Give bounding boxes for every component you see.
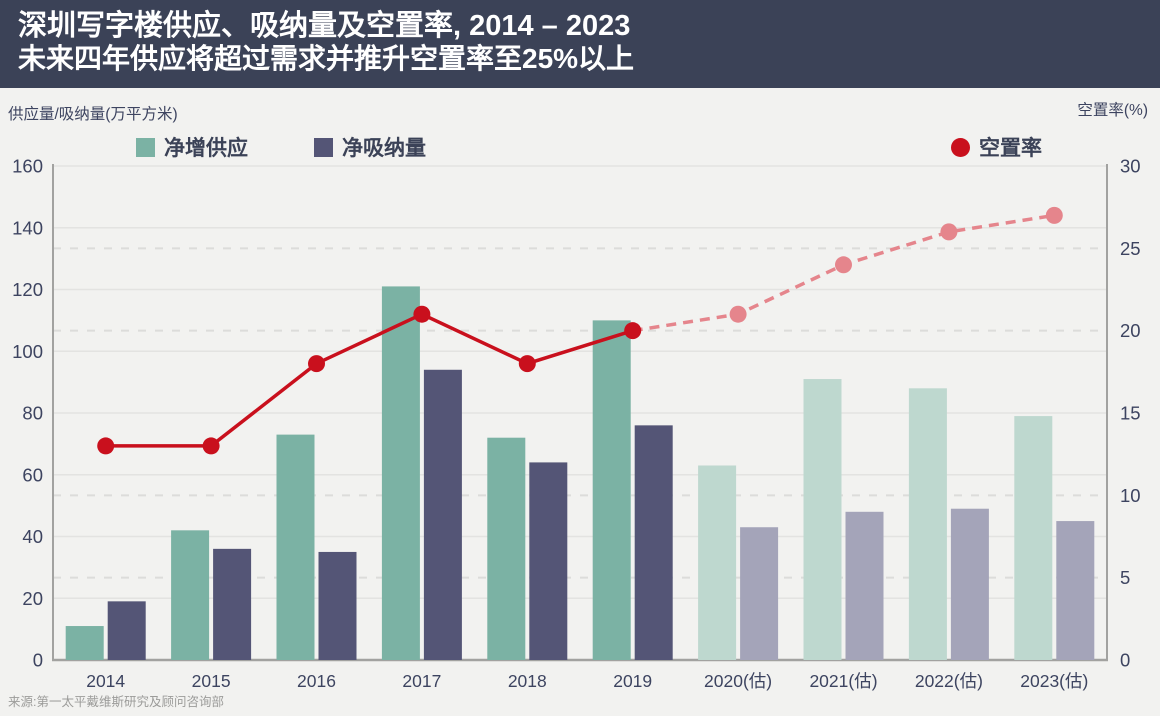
x-axis-label-2017: 2017 <box>402 671 441 691</box>
vacancy-line-actual <box>105 312 634 448</box>
bar-net-absorption-2020(估) <box>740 527 779 660</box>
vacancy-point-2016 <box>308 355 325 373</box>
x-axis-label-2015: 2015 <box>192 671 231 691</box>
chart-subtitle: 未来四年供应将超过需求并推升空置率至25%以上 <box>18 43 635 75</box>
x-axis-label-2018: 2018 <box>508 671 547 691</box>
bar-net-absorption-2019 <box>634 425 673 660</box>
right-axis-tick-label: 20 <box>1120 320 1141 341</box>
vacancy-point-2018 <box>518 355 536 373</box>
left-axis-tick-label: 100 <box>12 341 43 362</box>
bar-net-supply-2021(估) <box>803 379 842 660</box>
right-axis-tick-label: 30 <box>1120 156 1141 177</box>
vacancy-point-2022(估) <box>940 223 958 241</box>
bar-net-supply-2015 <box>171 530 210 660</box>
x-axis-label-2014: 2014 <box>86 671 125 691</box>
bar-net-absorption-2022(估) <box>950 508 989 660</box>
bar-net-supply-2020(估) <box>698 465 737 660</box>
legend-label: 净增供应 <box>164 137 248 160</box>
x-axis-label-2016: 2016 <box>297 671 336 691</box>
bar-net-absorption-2021(估) <box>845 511 884 660</box>
bar-net-supply-2017 <box>381 286 420 660</box>
bar-net-absorption-2017 <box>423 369 462 660</box>
right-axis-tick-label: 5 <box>1120 567 1130 588</box>
left-axis-tick-label: 120 <box>12 279 43 300</box>
left-axis-tick-label: 60 <box>22 464 43 485</box>
left-axis-tick-label: 40 <box>22 526 43 547</box>
net-supply-swatch-icon <box>136 137 155 157</box>
vacancy-rate-dot-icon <box>951 137 970 157</box>
legend: 净增供应 净吸纳量 <box>136 132 426 162</box>
right-axis-tick-label: 15 <box>1120 403 1141 424</box>
x-axis-label-2022(估): 2022(估) <box>915 671 983 691</box>
left-axis-title: 供应量/吸纳量(万平方米) <box>8 106 178 123</box>
x-axis-label-2020(估): 2020(估) <box>704 671 772 691</box>
legend-item-net-absorption: 净吸纳量 <box>314 132 426 162</box>
left-axis-tick-label: 80 <box>22 403 43 424</box>
right-axis-tick-label: 0 <box>1120 650 1130 671</box>
bar-net-supply-2014 <box>65 626 104 660</box>
bar-net-supply-2023(估) <box>1014 416 1053 660</box>
chart-svg: 0 20 40 60 80 100 120 140 160 0 5 10 15 20 25 30 2014 201… <box>12 156 1141 692</box>
vacancy-point-2023(估) <box>1045 206 1063 224</box>
x-axis-label-2019: 2019 <box>613 671 652 691</box>
vacancy-point-2019 <box>624 322 642 340</box>
right-axis-tick-label: 10 <box>1120 485 1141 506</box>
bar-net-supply-2016 <box>276 434 315 660</box>
legend-label: 净吸纳量 <box>342 137 426 160</box>
legend-item-net-supply: 净增供应 <box>136 132 248 162</box>
bar-net-supply-2018 <box>487 437 526 660</box>
bar-net-absorption-2015 <box>213 548 252 660</box>
x-axis-label-2021(估): 2021(估) <box>809 671 877 691</box>
header-bar: 深圳写字楼供应、吸纳量及空置率, 2014 – 2023 未来四年供应将超过需求… <box>0 0 1160 88</box>
vacancy-point-2014 <box>97 437 115 455</box>
vacancy-point-2017 <box>413 305 431 323</box>
x-axis-label-2023(估): 2023(估) <box>1020 671 1088 691</box>
left-axis-tick-label: 160 <box>12 156 43 177</box>
bar-net-absorption-2014 <box>107 601 146 660</box>
left-axis-tick-label: 20 <box>22 588 43 609</box>
left-axis-tick-label: 0 <box>33 650 43 671</box>
legend-item-vacancy-rate: 空置率 <box>951 132 1042 162</box>
chart-title: 深圳写字楼供应、吸纳量及空置率, 2014 – 2023 <box>18 10 631 42</box>
vacancy-point-2020(估) <box>729 305 747 323</box>
left-axis-tick-label: 140 <box>12 217 43 238</box>
right-axis-tick-label: 25 <box>1120 238 1141 259</box>
net-absorption-swatch-icon <box>314 137 333 157</box>
bar-net-absorption-2016 <box>318 551 357 660</box>
bar-net-supply-2022(估) <box>908 388 947 660</box>
source-note: 来源:第一太平戴维斯研究及顾问咨询部 <box>8 695 224 709</box>
bar-net-supply-2019 <box>592 320 631 660</box>
legend-vacancy: 空置率 <box>951 132 1042 162</box>
vacancy-point-2015 <box>202 437 220 455</box>
chart-area: 0 20 40 60 80 100 120 140 160 0 5 10 15 20 25 30 2014 201… <box>0 88 1160 716</box>
legend-label: 空置率 <box>979 137 1042 160</box>
right-axis-title: 空置率(%) <box>1077 102 1148 119</box>
bar-net-absorption-2023(估) <box>1056 521 1095 660</box>
vacancy-point-2021(估) <box>835 256 852 274</box>
bar-net-absorption-2018 <box>529 462 568 660</box>
